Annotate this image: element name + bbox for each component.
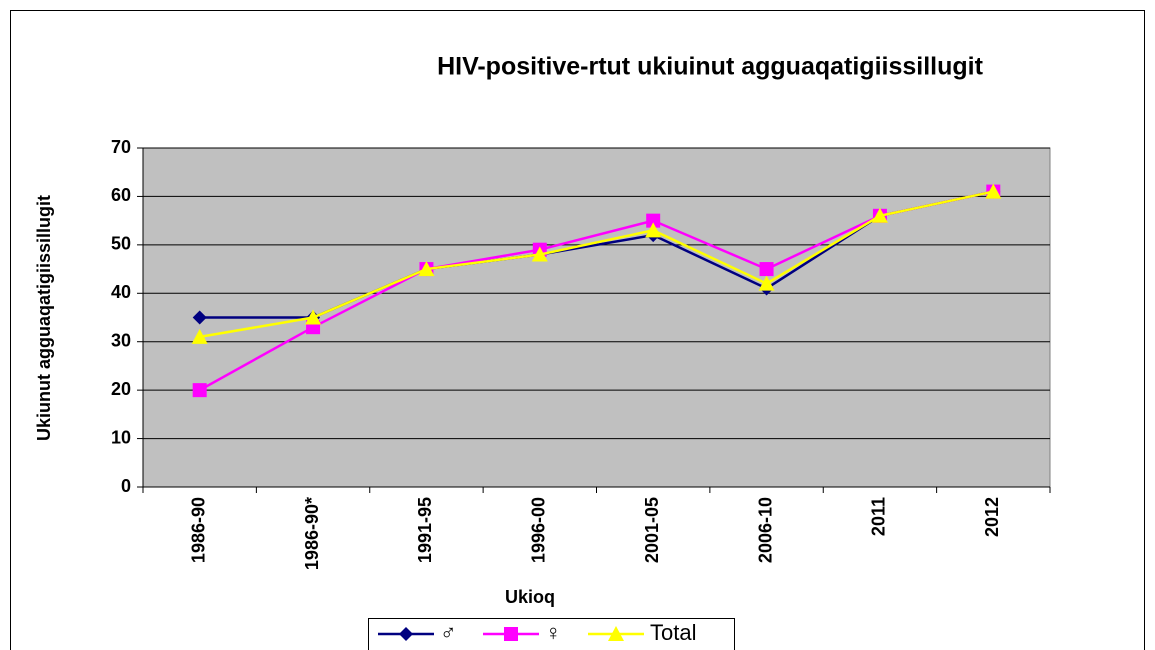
data-point bbox=[418, 261, 435, 277]
x-tick-label: 1986-90* bbox=[302, 497, 322, 570]
chart-title: HIV-positive-rtut ukiuinut agguaqatigiis… bbox=[437, 53, 984, 81]
y-tick-label: 60 bbox=[111, 185, 131, 205]
legend-marker bbox=[399, 627, 413, 641]
data-point bbox=[759, 262, 774, 277]
legend-label: ♂ bbox=[440, 620, 457, 645]
series-line bbox=[199, 190, 994, 339]
y-tick-label: 70 bbox=[111, 137, 131, 157]
x-tick-label: 2001-05 bbox=[642, 497, 662, 563]
data-point bbox=[305, 309, 322, 325]
data-point bbox=[645, 222, 662, 238]
y-tick-label: 20 bbox=[111, 379, 131, 399]
y-tick-label: 30 bbox=[111, 330, 131, 350]
legend-marker bbox=[504, 627, 518, 641]
y-tick-label: 50 bbox=[111, 234, 131, 254]
data-point bbox=[531, 246, 548, 262]
series-line bbox=[199, 190, 994, 392]
x-tick-label: 2012 bbox=[982, 497, 1002, 537]
legend-marker bbox=[608, 626, 624, 641]
y-tick-label: 0 bbox=[121, 476, 131, 496]
data-point bbox=[871, 207, 888, 223]
x-axis-label: Ukioq bbox=[505, 587, 555, 607]
x-tick-label: 2006-10 bbox=[755, 497, 775, 563]
x-tick-label: 1996-00 bbox=[529, 497, 549, 563]
data-point bbox=[758, 275, 775, 291]
data-point bbox=[985, 183, 1002, 199]
x-tick-label: 1991-95 bbox=[415, 497, 435, 563]
data-point bbox=[646, 213, 661, 228]
legend-label: ♀ bbox=[545, 620, 562, 645]
y-tick-label: 10 bbox=[111, 427, 131, 447]
x-tick-label: 2011 bbox=[869, 497, 889, 536]
legend-label: Total bbox=[650, 620, 696, 645]
data-point bbox=[191, 328, 208, 344]
y-tick-label: 40 bbox=[111, 282, 131, 302]
data-point bbox=[192, 310, 207, 325]
x-tick-label: 1986-90 bbox=[188, 497, 208, 563]
y-axis-label: Ukiunut agguaqatigiissillugit bbox=[34, 195, 54, 441]
data-point bbox=[192, 383, 207, 398]
